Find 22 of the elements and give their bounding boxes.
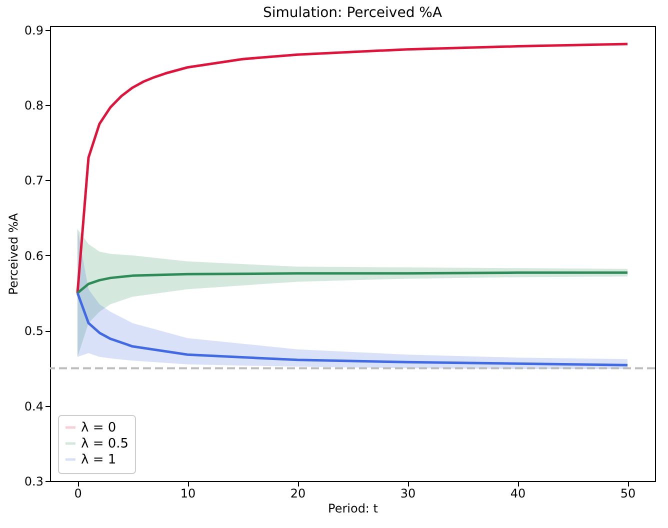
y-tick-label: 0.8 [24,98,44,112]
x-tick-label: 30 [400,486,416,500]
y-tick-label: 0.4 [24,399,44,414]
y-axis-title: Perceived %A [6,212,20,295]
x-tick-label: 0 [74,486,82,500]
y-tick-label: 0.9 [24,23,44,38]
x-tick-label: 40 [510,486,526,500]
legend-label: λ = 1 [81,452,116,468]
legend-label: λ = 0.5 [81,436,129,452]
line-series [76,271,629,294]
y-tick-label: 0.6 [24,248,44,263]
chart-title: Simulation: Perceived %A [262,4,442,21]
y-tick-label: 0.7 [24,174,44,188]
line-series [76,42,629,294]
line-series [76,292,629,366]
y-tick-label: 0.5 [24,324,44,338]
x-axis-title: Period: t [328,502,378,516]
legend-label: λ = 0 [81,420,116,436]
x-tick-label: 10 [180,486,196,500]
x-tick-label: 50 [620,486,636,500]
x-tick-label: 20 [290,486,306,500]
y-tick-label: 0.3 [24,474,44,488]
